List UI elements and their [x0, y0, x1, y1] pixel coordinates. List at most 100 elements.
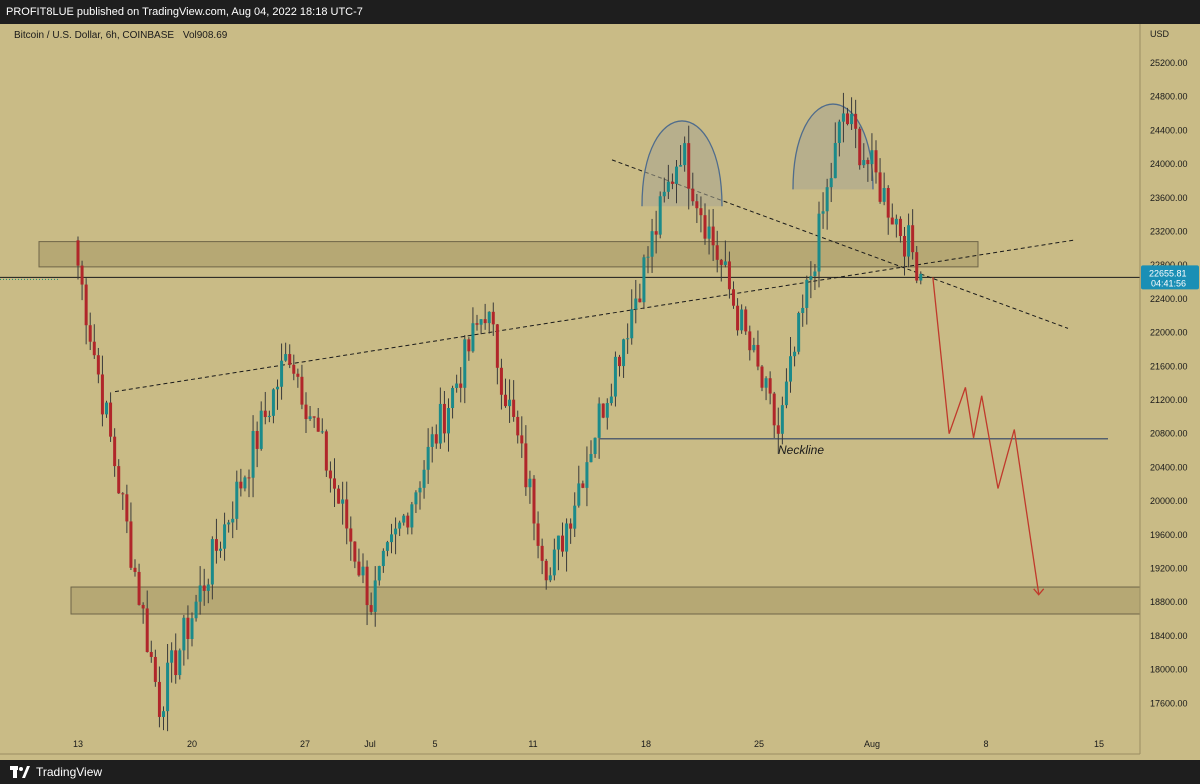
- candle-down: [353, 541, 357, 562]
- x-tick-label: Jul: [364, 739, 376, 749]
- candle-up: [451, 387, 455, 409]
- candle-up: [805, 279, 809, 308]
- left-peak-arc: [641, 120, 723, 207]
- last-price-tag: [1141, 265, 1199, 290]
- candle-up: [271, 389, 275, 416]
- candle-down: [80, 265, 84, 285]
- candle-down: [846, 113, 849, 125]
- chart-area[interactable]: Neckline USD 25200.00 24800.00 24400.00 2400…: [0, 24, 1200, 760]
- candle-down: [874, 150, 878, 173]
- candle-up: [447, 408, 450, 434]
- x-tick-label: 8: [983, 739, 988, 749]
- candle-down: [459, 383, 463, 388]
- y-tick-label: 18400.00: [1150, 631, 1188, 641]
- candle-down: [601, 403, 605, 418]
- candle-down: [727, 261, 731, 290]
- candle-down: [369, 605, 373, 612]
- tradingview-logo-icon: [10, 766, 30, 778]
- candle-up: [662, 191, 666, 197]
- candle-up: [589, 454, 593, 463]
- candle-down: [96, 355, 100, 375]
- candle-up: [548, 575, 552, 581]
- candle-down: [141, 604, 145, 609]
- candle-up: [426, 446, 430, 470]
- candle-down: [886, 187, 890, 218]
- candle-down: [316, 417, 320, 432]
- candle-down: [247, 477, 251, 479]
- y-tick-label: 22000.00: [1150, 328, 1188, 338]
- candle-up: [609, 396, 613, 404]
- candle-up: [752, 344, 756, 351]
- resistance-zone: [38, 241, 979, 268]
- y-tick-label: 23200.00: [1150, 227, 1188, 237]
- candle-down: [748, 331, 752, 351]
- candle-up: [182, 617, 186, 651]
- candle-down: [687, 143, 691, 189]
- candle-down: [442, 403, 446, 434]
- candle-down: [333, 478, 336, 489]
- candle-up: [780, 405, 784, 434]
- candle-down: [145, 608, 149, 652]
- candle-down: [524, 443, 528, 488]
- candle-down: [516, 416, 520, 436]
- candle-down: [475, 323, 479, 325]
- projection-path: [932, 277, 1040, 594]
- candle-down: [357, 561, 361, 576]
- candle-up: [789, 356, 792, 382]
- candle-down: [858, 128, 862, 166]
- candle-up: [817, 213, 821, 272]
- candle-up: [251, 431, 255, 478]
- candle-down: [890, 217, 894, 225]
- candle-down: [304, 404, 308, 420]
- candle-down: [113, 436, 117, 467]
- candle-up: [556, 535, 560, 550]
- footer-bar: TradingView: [0, 760, 1200, 784]
- candle-down: [125, 494, 129, 522]
- candle-up: [573, 505, 577, 529]
- candle-up: [552, 549, 556, 576]
- candle-down: [174, 650, 178, 676]
- candle-up: [565, 523, 569, 552]
- candle-up: [373, 580, 377, 612]
- candle-down: [263, 410, 267, 418]
- candle-up: [809, 276, 813, 280]
- candle-down: [699, 208, 703, 216]
- y-tick-label: 24800.00: [1150, 92, 1188, 102]
- candle-up: [402, 515, 406, 523]
- candle-up: [381, 550, 385, 567]
- candle-up: [650, 231, 654, 257]
- footer-brand: TradingView: [36, 765, 103, 779]
- candle-up: [105, 402, 108, 415]
- candle-down: [153, 656, 157, 682]
- candle-up: [438, 403, 442, 444]
- candle-down: [349, 528, 353, 542]
- candle-up: [613, 356, 617, 397]
- candle-down: [100, 374, 104, 415]
- candle-down: [133, 567, 137, 572]
- candle-down: [732, 289, 735, 306]
- candle-down: [854, 113, 858, 129]
- candle-up: [894, 218, 898, 225]
- candle-down: [618, 356, 621, 367]
- candle-up: [597, 403, 601, 438]
- candle-up: [850, 113, 854, 125]
- candle-up: [675, 166, 678, 184]
- candle-up: [422, 469, 426, 488]
- candle-down: [117, 466, 121, 494]
- candlestick-chart[interactable]: Neckline USD 25200.00 24800.00 24400.00 2400…: [0, 24, 1200, 760]
- y-tick-label: 18800.00: [1150, 597, 1188, 607]
- candle-up: [210, 539, 214, 585]
- candle-down: [768, 378, 772, 394]
- y-tick-label: 20000.00: [1150, 496, 1188, 506]
- candle-up: [231, 518, 235, 523]
- symbol-pair: Bitcoin / U.S. Dollar, 6h, COINBASE: [14, 30, 175, 41]
- candle-up: [430, 434, 434, 447]
- candle-down: [202, 585, 206, 591]
- candle-up: [267, 415, 271, 418]
- x-tick-label: Aug: [864, 739, 880, 749]
- candle-down: [406, 515, 410, 528]
- x-tick-label: 27: [300, 739, 310, 749]
- candle-up: [471, 323, 475, 352]
- candle-up: [219, 548, 222, 551]
- candle-down: [76, 240, 80, 266]
